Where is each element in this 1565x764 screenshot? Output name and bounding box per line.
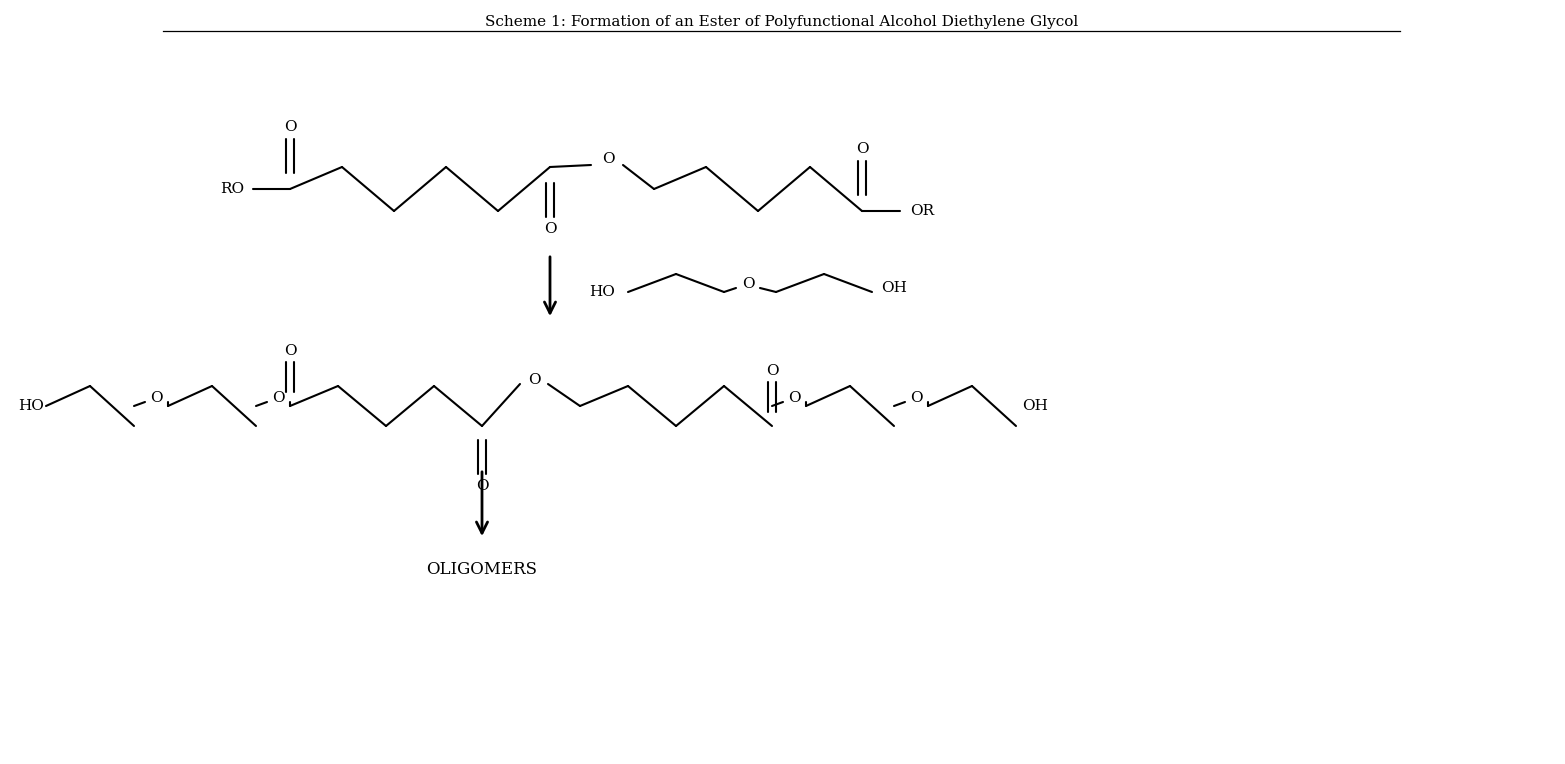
- Text: O: O: [527, 373, 540, 387]
- Text: O: O: [543, 222, 556, 236]
- Text: HO: HO: [19, 399, 44, 413]
- Text: OLIGOMERS: OLIGOMERS: [427, 561, 537, 578]
- Text: O: O: [856, 142, 869, 156]
- Text: OR: OR: [909, 204, 934, 218]
- Text: O: O: [787, 391, 800, 405]
- Text: O: O: [909, 391, 922, 405]
- Text: HO: HO: [588, 285, 615, 299]
- Text: OH: OH: [1022, 399, 1049, 413]
- Text: O: O: [272, 391, 285, 405]
- Text: RO: RO: [221, 182, 244, 196]
- Text: O: O: [476, 479, 488, 493]
- Text: O: O: [150, 391, 163, 405]
- Text: O: O: [765, 364, 778, 378]
- Text: O: O: [283, 344, 296, 358]
- Text: O: O: [601, 152, 615, 166]
- Text: O: O: [742, 277, 754, 291]
- Text: O: O: [283, 120, 296, 134]
- Text: Scheme 1: Formation of an Ester of Polyfunctional Alcohol Diethylene Glycol: Scheme 1: Formation of an Ester of Polyf…: [485, 15, 1078, 29]
- Text: OH: OH: [881, 281, 908, 295]
